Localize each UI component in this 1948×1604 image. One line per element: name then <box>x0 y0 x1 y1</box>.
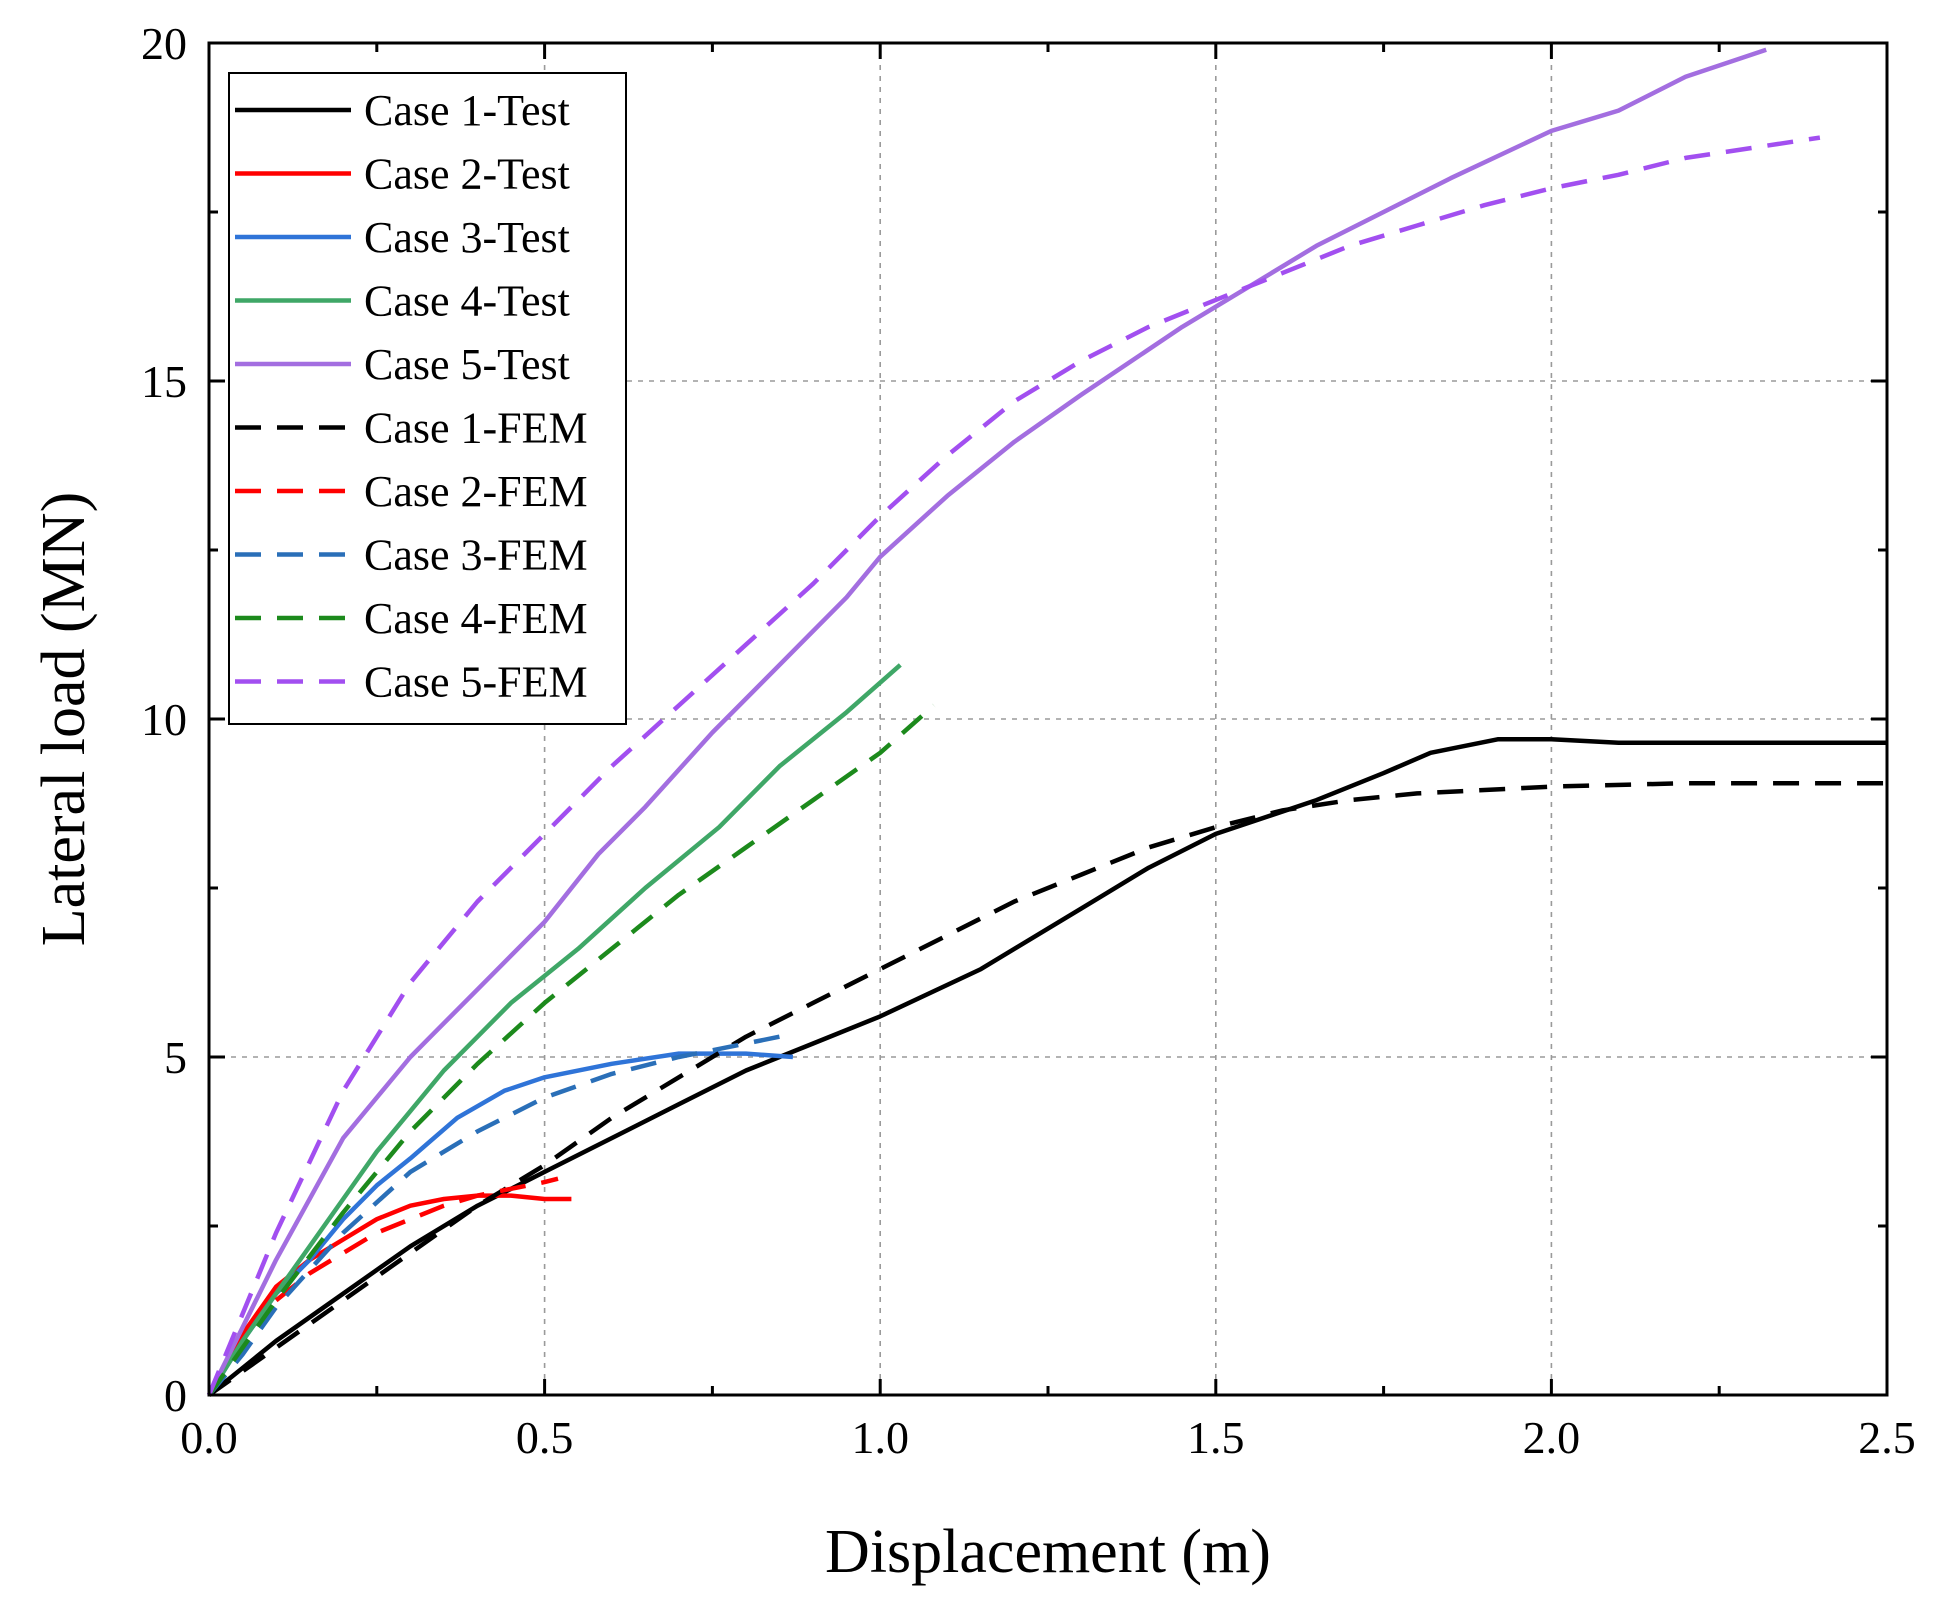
grid-lines <box>209 43 1887 1395</box>
series-line-case-2-fem <box>274 1176 559 1303</box>
series-line-case-2-test <box>207 1193 572 1397</box>
x-tick-label: 2.0 <box>1523 1412 1581 1463</box>
legend-label: Case 4-FEM <box>364 594 588 643</box>
series-line-case-4-fem <box>207 703 936 1397</box>
y-tick-label: 15 <box>141 356 187 407</box>
series-lines <box>206 47 1887 1397</box>
y-tick-label: 10 <box>141 694 187 745</box>
y-tick-label: 0 <box>164 1370 187 1421</box>
x-axis-title: Displacement (m) <box>825 1518 1271 1586</box>
series-line-case-1-test <box>207 737 1887 1397</box>
y-tick-label: 5 <box>164 1032 187 1083</box>
legend-label: Case 5-FEM <box>364 658 588 707</box>
legend-label: Case 5-Test <box>364 340 570 389</box>
y-tick-label: 20 <box>141 18 187 69</box>
legend-label: Case 3-Test <box>364 213 570 262</box>
legend-label: Case 3-FEM <box>364 531 588 580</box>
series-line-case-3-fem <box>207 1034 780 1397</box>
x-tick-label: 2.5 <box>1858 1412 1916 1463</box>
y-axis-tick-labels: 0 5 10 15 20 <box>141 18 187 1421</box>
series-line-case-5-fem <box>206 135 1821 1396</box>
legend-label: Case 1-Test <box>364 86 570 135</box>
legend-label: Case 2-FEM <box>364 467 588 516</box>
x-tick-label: 0.5 <box>516 1412 574 1463</box>
legend: Case 1-Test Case 2-Test Case 3-Test Case 4-… <box>228 72 627 725</box>
legend-box <box>228 72 627 725</box>
x-tick-label: 1.5 <box>1187 1412 1245 1463</box>
x-tick-label: 1.0 <box>851 1412 909 1463</box>
legend-label: Case 1-FEM <box>364 404 588 453</box>
legend-label: Case 4-Test <box>364 277 570 326</box>
legend-label: Case 2-Test <box>364 150 570 199</box>
series-line-case-4-test <box>207 663 902 1397</box>
y-axis-title: Lateral load (MN) <box>30 492 98 946</box>
x-tick-label: 0.0 <box>180 1412 238 1463</box>
x-axis-tick-labels: 0.0 0.5 1.0 1.5 2.0 2.5 <box>180 1412 1916 1463</box>
series-line-case-5-test <box>206 47 1767 1397</box>
series-line-case-1-fem <box>207 780 1887 1397</box>
axis-ticks <box>207 41 1889 1397</box>
